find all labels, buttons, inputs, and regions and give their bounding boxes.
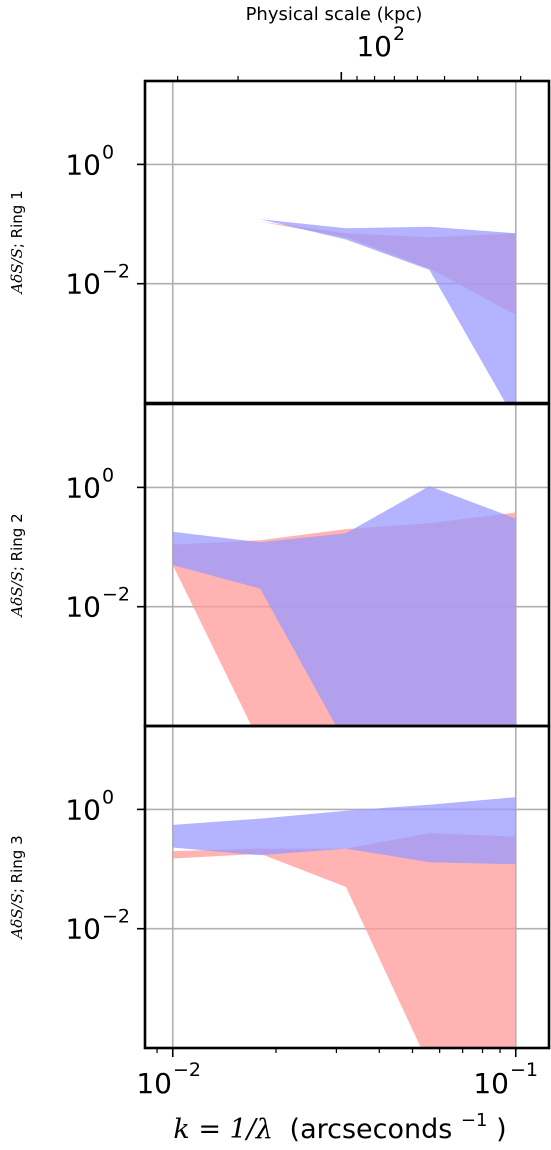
y-tick-label: 10	[65, 471, 101, 504]
y-tick-label: 10	[65, 148, 101, 181]
top-axis-label: Physical scale (kpc)	[246, 4, 423, 25]
x-axis-label: k = 1/λ (arcseconds −1 )	[173, 1102, 506, 1145]
y-axis-label-ring-2: AδS/S; Ring 2	[8, 513, 26, 618]
y-axis-label-math: AδS/S	[8, 893, 26, 940]
bands-ring-1	[172, 206, 516, 403]
bottom-axis: 10 −2 10 −1 k = 1/λ (arcseconds −1 )	[136, 1048, 538, 1145]
band-red-ring-3	[172, 833, 516, 1048]
y-tick-label: 10	[65, 793, 101, 826]
y-axis-label-text: ; Ring 3	[8, 835, 26, 893]
band-blue-ring-3	[172, 797, 516, 865]
top-tick-label-100: 10	[356, 30, 392, 63]
y-tick-label-exp: 0	[102, 141, 114, 163]
y-axis-label-text: ; Ring 1	[8, 190, 26, 248]
top-axis: Physical scale (kpc) 10 2	[177, 4, 522, 81]
x-tick-label-0.1: 10	[473, 1067, 509, 1100]
x-tick-label-0.01: 10	[136, 1067, 172, 1100]
y-axis-label-math: AδS/S	[8, 248, 26, 295]
y-tick-label-exp: −2	[102, 584, 130, 606]
panel-frame-ring-3	[143, 724, 551, 1050]
y-axis-label-math: AδS/S	[8, 571, 26, 618]
y-axis-label-ring-3: AδS/S; Ring 3	[8, 835, 26, 940]
x-tick-label-0.01-exp: −2	[173, 1059, 201, 1081]
top-axis-ticks	[177, 72, 522, 81]
y-tick-label: 10	[65, 913, 101, 946]
x-tick-label-0.1-exp: −1	[510, 1059, 538, 1081]
y-tick-label-exp: 0	[102, 464, 114, 486]
y-tick-label: 10	[65, 591, 101, 624]
x-axis-label-exp: −1	[461, 1110, 488, 1131]
bottom-axis-ticks	[156, 1048, 517, 1057]
band-blue-ring-2	[172, 486, 516, 726]
x-axis-label-math: k = 1/λ	[173, 1114, 273, 1145]
y-axis-label-ring-1: AδS/S; Ring 1	[8, 190, 26, 295]
y-tick-label: 10	[65, 268, 101, 301]
top-tick-label-100-exp: 2	[393, 23, 405, 45]
x-axis-label-text: (arcseconds	[290, 1114, 453, 1145]
bands-ring-3	[172, 797, 516, 1048]
y-tick-label-exp: −2	[102, 906, 130, 928]
y-tick-label-exp: −2	[102, 261, 130, 283]
x-axis-label-close: )	[496, 1114, 507, 1145]
bands-ring-2	[172, 486, 516, 726]
band-blue-ring-1	[172, 206, 516, 403]
y-tick-label-exp: 0	[102, 786, 114, 808]
y-axis-label-text: ; Ring 2	[8, 513, 26, 571]
